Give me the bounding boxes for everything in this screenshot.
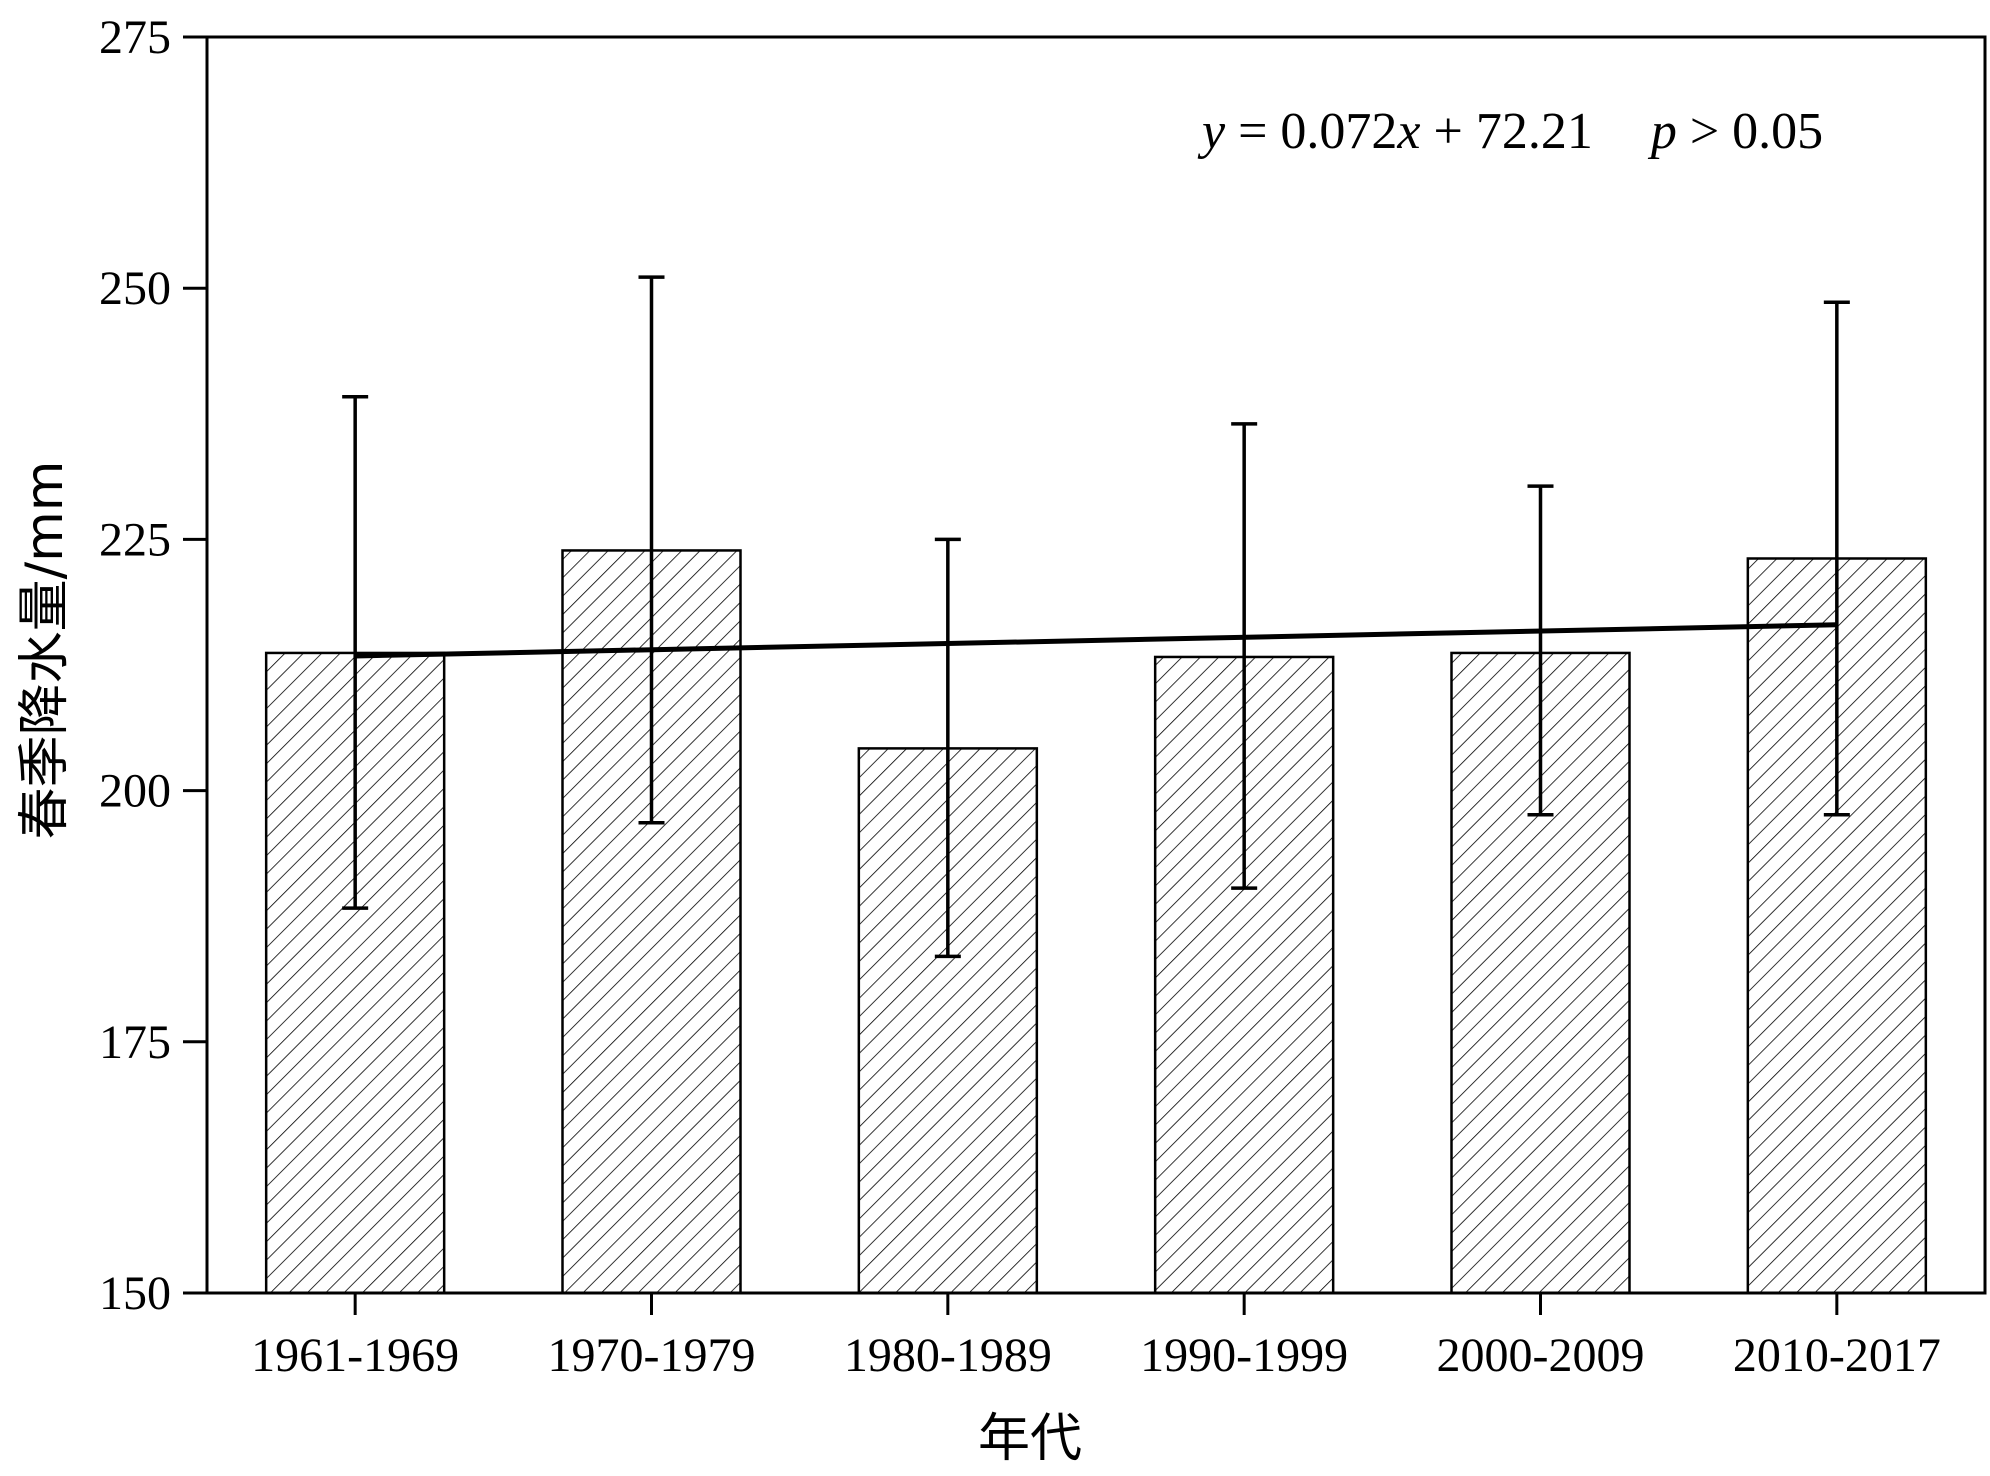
x-tick-label-1970-1979: 1970-1979 — [548, 1329, 756, 1382]
x-tick-label-2010-2017: 2010-2017 — [1733, 1329, 1941, 1382]
x-axis-ticks: 1961-1969 1970-1979 1980-1989 1990-1999 2000… — [251, 1293, 1941, 1382]
trend-line — [355, 622, 1837, 659]
regression-annotation: y = 0.072x + 72.21 p > 0.05 — [1197, 103, 1823, 160]
annotation-slope: = 0.072 — [1225, 103, 1397, 160]
y-tick-label-225: 225 — [99, 513, 171, 566]
y-axis-title: 春季降水量/mm — [15, 461, 75, 840]
y-tick-label-150: 150 — [99, 1267, 171, 1320]
x-tick-label-1980-1989: 1980-1989 — [844, 1329, 1052, 1382]
y-axis-ticks: 150 175 200 225 250 275 — [99, 11, 207, 1320]
bars-layer — [264, 549, 1928, 1295]
x-tick-label-1990-1999: 1990-1999 — [1140, 1329, 1348, 1382]
x-tick-label-1961-1969: 1961-1969 — [251, 1329, 459, 1382]
plot-frame — [205, 35, 1987, 1295]
y-tick-label-275: 275 — [99, 11, 171, 64]
y-tick-label-250: 250 — [99, 262, 171, 315]
annotation-x-var: x — [1396, 103, 1420, 160]
annotation-p-value: > 0.05 — [1677, 103, 1823, 160]
error-bars-layer — [342, 275, 1850, 959]
y-tick-label-175: 175 — [99, 1016, 171, 1069]
y-tick-label-200: 200 — [99, 765, 171, 818]
annotation-y-var: y — [1197, 103, 1226, 160]
annotation-p-var: p — [1647, 103, 1677, 160]
x-tick-label-2000-2009: 2000-2009 — [1437, 1329, 1645, 1382]
annotation-intercept: + 72.21 — [1421, 103, 1593, 160]
x-axis-title: 年代 — [978, 1409, 1082, 1469]
